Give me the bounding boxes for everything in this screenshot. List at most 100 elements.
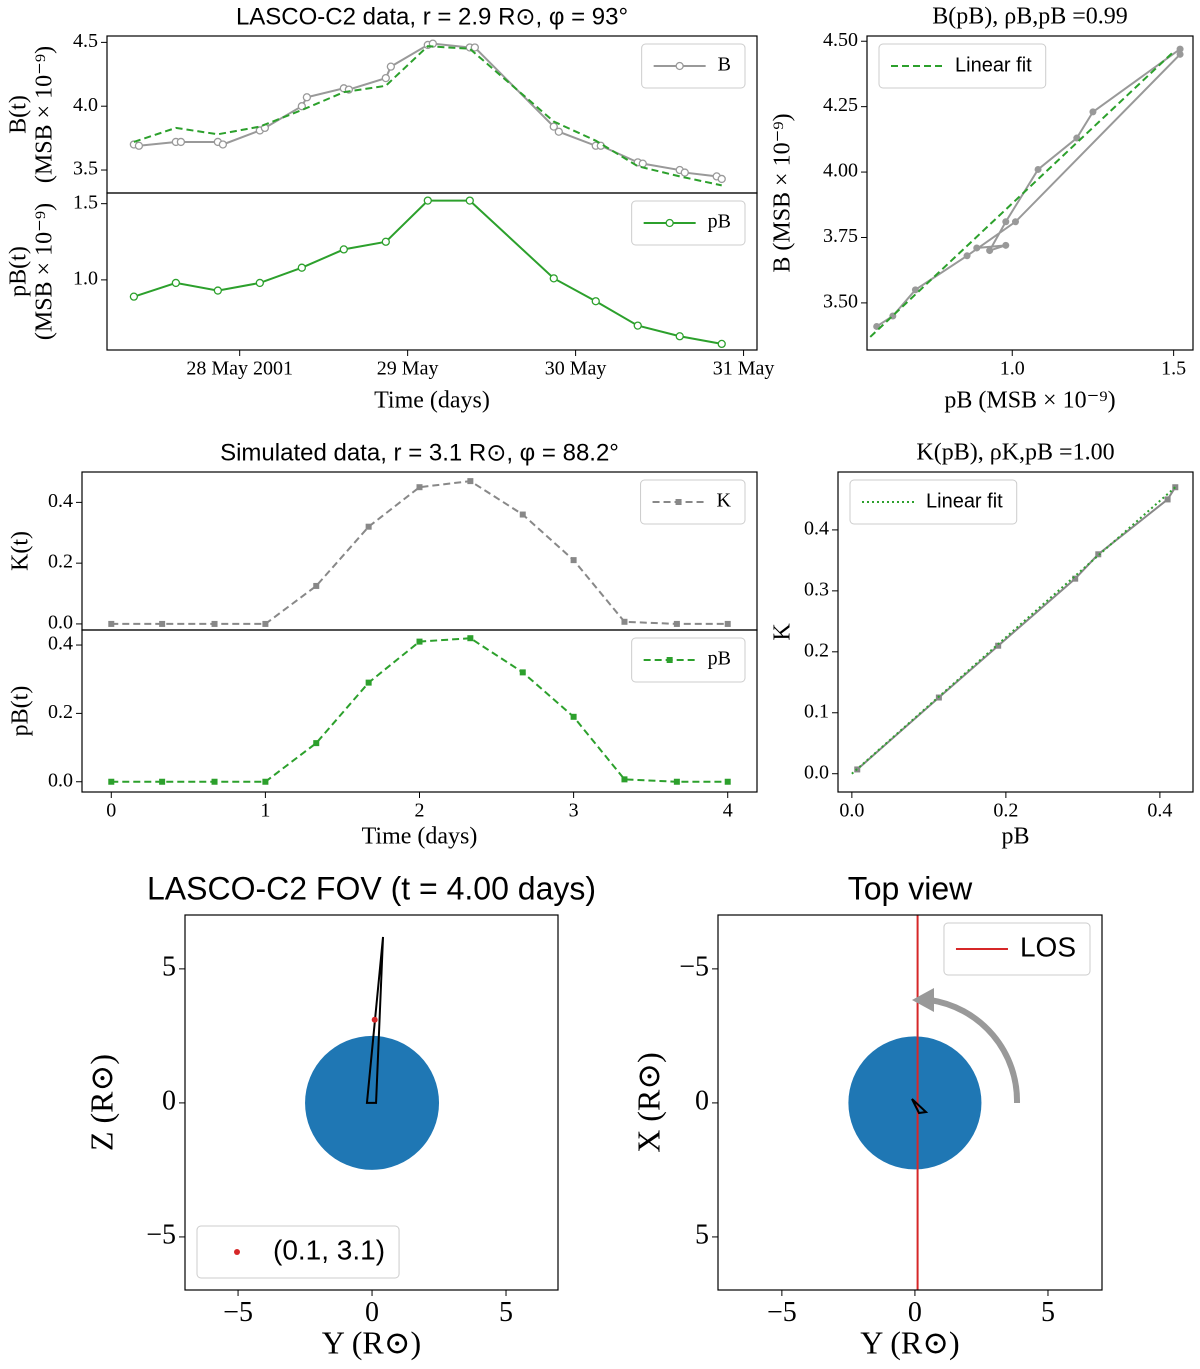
x-tick-label: 30 May [545,358,607,380]
marker [633,321,642,330]
y-tick-label: 0.4 [48,633,73,655]
plot-area [869,45,1184,338]
marker [1002,241,1010,249]
marker [724,778,731,785]
marker [724,620,731,627]
chart-title: LASCO-C2 FOV (t = 4.00 days) [147,870,596,906]
axes-frame [184,914,559,1291]
x-tick-label: 3 [569,800,579,822]
chart-title: Top view [848,870,973,906]
marker [176,137,186,147]
legend-box [640,479,746,525]
series-line [851,486,1176,775]
series-line [869,50,1175,338]
plot-area [851,484,1179,775]
marker [549,274,558,283]
marker [313,740,320,747]
y-tick-label: 0.2 [48,551,73,573]
legend-label: B [718,54,731,76]
legend-marker [675,61,684,71]
marker [171,278,181,288]
marker [973,244,981,252]
x-tick-label: 0 [106,800,116,822]
marker [717,174,726,184]
marker [519,511,526,518]
chart-title: Simulated data, r = 3.1 R⊙, φ = 88.2° [220,439,619,466]
legend-marker [675,499,682,505]
marker [673,620,680,627]
x-axis-label: Time (days) [362,824,478,850]
x-tick-label: 1 [260,800,270,822]
y-tick-label: 4.25 [823,94,858,116]
y-tick-label: 3.5 [73,158,98,180]
marker [1172,484,1179,491]
marker [313,582,320,589]
y-tick-label: 4.00 [823,160,858,182]
legend-box [849,479,1018,525]
x-tick-label: −5 [223,1297,253,1328]
marker [554,127,563,136]
x-tick-label: 0 [365,1297,379,1328]
x-tick-label: 0.2 [993,800,1018,822]
y-tick-label: 0.1 [804,700,829,722]
legend-label: Linear fit [926,490,1003,512]
legend-label: pB [708,211,731,233]
y-tick-label: 3.75 [823,225,858,247]
marker [416,484,423,491]
marker [129,292,139,301]
marker [108,620,115,627]
marker [591,297,600,306]
y-axis-label: B (MSB × 10⁻⁹) [770,113,796,272]
marker [365,523,372,530]
marker [680,168,689,177]
y-tick-label: −5 [679,951,709,982]
y-tick-label: 0.4 [804,517,829,539]
marker [134,141,144,150]
x-tick-label: 5 [499,1297,513,1328]
y-tick-label: 5 [162,951,176,982]
y-tick-label: 4.0 [73,94,98,116]
marker [467,635,474,642]
axes-frame [837,471,1194,793]
marker [465,196,474,205]
y-axis-label: B(t) [6,95,32,134]
legend: Linear fit [849,479,1018,525]
y-axis-label: Z (R⊙) [83,1054,119,1151]
marker [995,642,1002,649]
legend-box [943,922,1091,976]
marker [218,140,228,149]
marker [262,620,269,627]
x-tick-label: 28 May 2001 [186,358,293,380]
x-tick-label: 0 [908,1297,922,1328]
y-axis-label: X (R⊙) [630,1052,666,1153]
axes-frame [81,629,758,793]
x-tick-label: 29 May [377,358,439,380]
marker [621,776,628,783]
marker [381,237,390,246]
marker [365,679,372,686]
plot-area [129,196,726,349]
y-tick-label: −5 [146,1219,176,1250]
y-axis-label: pB(t) [6,246,32,297]
marker [1002,218,1010,226]
marker [1164,496,1171,503]
marker [549,122,558,131]
y-tick-label: 3.50 [823,290,858,312]
legend-box [196,1225,400,1279]
y-tick-label: 5 [695,1219,709,1250]
marker [963,252,971,260]
marker [675,332,684,341]
marker [570,713,577,720]
axes-frame [106,192,758,351]
marker [1176,50,1184,58]
series-line [876,47,1182,328]
marker [717,339,726,349]
marker [213,286,223,295]
plot-area [108,478,731,627]
marker [386,62,396,71]
y-axis-label: K [770,623,796,641]
legend-box [878,43,1047,89]
y-tick-label: 4.5 [73,30,98,52]
y-tick-label: 1.0 [73,267,98,289]
marker [467,478,474,485]
